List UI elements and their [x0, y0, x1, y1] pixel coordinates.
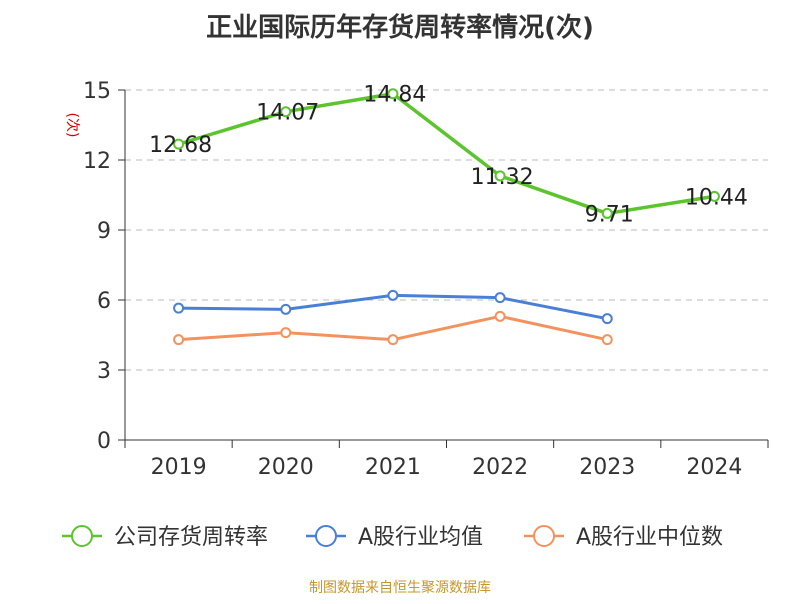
data-point-0[interactable] [708, 190, 720, 202]
data-point-2[interactable] [601, 334, 613, 346]
legend-marker [533, 525, 555, 547]
chart-title: 正业国际历年存货周转率情况(次) [206, 12, 594, 43]
data-point-2[interactable] [387, 334, 399, 346]
data-label: 14.07 [256, 101, 319, 126]
legend-item-0[interactable]: 公司存货周转率 [62, 525, 268, 550]
source-note: 制图数据来自恒生聚源数据库 [309, 580, 491, 596]
data-point-2[interactable] [494, 310, 506, 322]
data-label-layer: 12.68 14.07 14.84 11.32 9.71 10.44 [149, 83, 748, 228]
y-tick-label: 12 [83, 149, 111, 174]
legend-item-2[interactable]: A股行业中位数 [524, 525, 723, 550]
y-tick-label: 0 [97, 429, 111, 454]
data-point-2[interactable] [280, 327, 292, 339]
y-axis-label: (次) [64, 113, 80, 138]
data-point-0[interactable] [280, 106, 292, 118]
x-tick-label: 2022 [472, 455, 528, 480]
data-point-0[interactable] [173, 138, 185, 150]
data-label: 12.68 [149, 133, 212, 158]
legend-item-1[interactable]: A股行业均值 [306, 525, 483, 550]
axis-layer: 0 3 6 9 12 15 2019 2020 2021 2022 2023 2024 [83, 79, 769, 480]
legend[interactable]: 公司存货周转率 A股行业均值 A股行业中位数 [62, 525, 723, 550]
data-point-0[interactable] [601, 207, 613, 219]
data-label: 14.84 [363, 83, 426, 108]
data-point-1[interactable] [173, 302, 185, 314]
data-label: 9.71 [585, 202, 634, 227]
data-label: 11.32 [471, 165, 534, 190]
data-point-0[interactable] [387, 88, 399, 100]
y-tick-label: 9 [97, 219, 111, 244]
x-tick-label: 2023 [579, 455, 635, 480]
y-tick-label: 3 [97, 359, 111, 384]
data-point-2[interactable] [173, 334, 185, 346]
data-point-0[interactable] [494, 170, 506, 182]
data-point-1[interactable] [280, 303, 292, 315]
grid-layer [125, 89, 768, 371]
legend-label: 公司存货周转率 [114, 525, 268, 550]
x-tick-label: 2019 [151, 455, 207, 480]
legend-label: A股行业中位数 [576, 525, 723, 550]
series-line-0 [176, 91, 717, 216]
y-tick-label: 15 [83, 79, 111, 104]
data-point-1[interactable] [601, 313, 613, 325]
series-layer [173, 88, 720, 346]
data-point-1[interactable] [387, 289, 399, 301]
legend-label: A股行业均值 [358, 525, 483, 550]
data-point-1[interactable] [494, 292, 506, 304]
x-tick-label: 2020 [258, 455, 314, 480]
y-tick-label: 6 [97, 289, 111, 314]
data-label: 10.44 [685, 185, 748, 210]
x-tick-label: 2021 [365, 455, 421, 480]
legend-marker [315, 525, 337, 547]
x-tick-label: 2024 [686, 455, 742, 480]
legend-marker [71, 525, 93, 547]
